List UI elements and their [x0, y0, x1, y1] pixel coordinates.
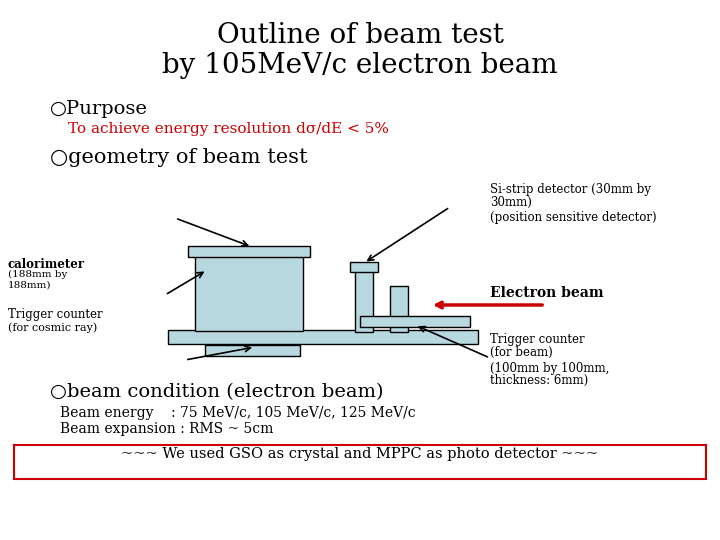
- Text: ○geometry of beam test: ○geometry of beam test: [50, 148, 307, 167]
- Text: Electron beam: Electron beam: [490, 286, 603, 300]
- Bar: [205, 345, 300, 356]
- Text: Si-strip detector (30mm by: Si-strip detector (30mm by: [490, 183, 651, 196]
- Bar: [355, 270, 373, 332]
- Bar: [350, 262, 378, 272]
- Text: (188mm by: (188mm by: [8, 270, 68, 279]
- Text: Trigger counter: Trigger counter: [8, 308, 103, 321]
- Text: by 105MeV/c electron beam: by 105MeV/c electron beam: [162, 52, 558, 79]
- Text: (100mm by 100mm,: (100mm by 100mm,: [490, 362, 609, 375]
- Text: To achieve energy resolution dσ/dE < 5%: To achieve energy resolution dσ/dE < 5%: [68, 122, 389, 136]
- Text: Beam energy    : 75 MeV/c, 105 MeV/c, 125 MeV/c: Beam energy : 75 MeV/c, 105 MeV/c, 125 M…: [60, 406, 415, 420]
- Text: (position sensitive detector): (position sensitive detector): [490, 211, 657, 224]
- Text: Outline of beam test: Outline of beam test: [217, 22, 503, 49]
- Text: ~~~ We used GSO as crystal and MPPC as photo detector ~~~: ~~~ We used GSO as crystal and MPPC as p…: [122, 447, 598, 461]
- Text: ○Purpose: ○Purpose: [50, 100, 148, 118]
- Bar: [360, 316, 470, 327]
- Bar: [195, 255, 303, 331]
- Text: ○beam condition (electron beam): ○beam condition (electron beam): [50, 383, 384, 401]
- Text: Beam expansion : RMS ~ 5cm: Beam expansion : RMS ~ 5cm: [60, 422, 274, 436]
- Text: 30mm): 30mm): [490, 196, 532, 209]
- Text: Trigger counter: Trigger counter: [490, 333, 585, 346]
- Text: (for cosmic ray): (for cosmic ray): [8, 322, 97, 333]
- Text: thickness: 6mm): thickness: 6mm): [490, 374, 588, 387]
- Text: calorimeter: calorimeter: [8, 258, 85, 271]
- Bar: [390, 286, 408, 332]
- Bar: [14, 445, 706, 479]
- Text: 188mm): 188mm): [8, 281, 52, 290]
- Bar: [168, 330, 478, 344]
- Bar: [188, 246, 310, 257]
- Text: (for beam): (for beam): [490, 346, 553, 359]
